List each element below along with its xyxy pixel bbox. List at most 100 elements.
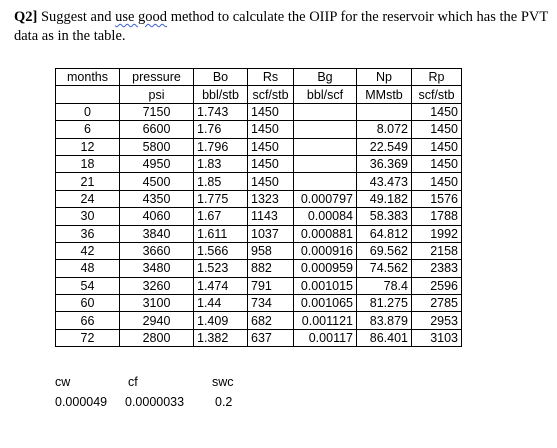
cell-pressure: 3660: [119, 241, 194, 261]
cell-bo: 1.743: [193, 102, 248, 122]
cell-rp: 1450: [411, 120, 462, 139]
cell-rs: 1450: [247, 120, 294, 139]
question-number: Q2]: [14, 9, 38, 25]
cell-bo: 1.382: [193, 328, 248, 348]
cell-rp: 1992: [411, 224, 462, 243]
question-text-part2: method to calculate the OIIP for the res…: [14, 9, 548, 44]
cell-rp: 1788: [411, 207, 462, 226]
cell-bo: 1.523: [193, 259, 248, 278]
cell-months: 6: [55, 120, 120, 139]
col-header-pressure: pressure: [119, 67, 194, 87]
cell-bo: 1.409: [193, 311, 248, 330]
cell-np: 8.072: [356, 120, 412, 139]
cell-bo: 1.775: [193, 189, 248, 209]
cell-bo: 1.566: [193, 241, 248, 261]
cell-months: 0: [55, 102, 120, 122]
cell-bo: 1.67: [193, 207, 248, 226]
unit-pressure: psi: [119, 85, 194, 104]
cell-rs: 1450: [247, 102, 294, 122]
col-header-rs: Rs: [247, 67, 294, 87]
cell-bg: 0.001121: [293, 311, 357, 330]
table-row: 60 3100 1.44 734 0.001065 81.275 2785: [55, 294, 462, 313]
cell-pressure: 3480: [119, 259, 194, 278]
cell-bg: [293, 172, 357, 191]
cell-np: 86.401: [356, 328, 412, 348]
cell-rp: 1450: [411, 172, 462, 191]
cell-bg: [293, 120, 357, 139]
cell-pressure: 7150: [119, 102, 194, 122]
cell-months: 66: [55, 311, 120, 330]
cell-months: 36: [55, 224, 120, 243]
cell-pressure: 4060: [119, 207, 194, 226]
value-swc: 0.2: [215, 395, 233, 409]
unit-rp: scf/stb: [411, 85, 462, 104]
unit-months: [55, 85, 120, 104]
cell-bo: 1.474: [193, 276, 248, 296]
unit-np: MMstb: [356, 85, 412, 104]
cell-bg: 0.000959: [293, 259, 357, 278]
cell-months: 24: [55, 189, 120, 209]
cell-bg: 0.000881: [293, 224, 357, 243]
cell-rs: 1323: [247, 189, 294, 209]
cell-pressure: 3260: [119, 276, 194, 296]
cell-np: 64.812: [356, 224, 412, 243]
cell-bg: [293, 154, 357, 174]
cell-months: 48: [55, 259, 120, 278]
cell-bg: [293, 102, 357, 122]
cell-np: 83.879: [356, 311, 412, 330]
cell-pressure: 6600: [119, 120, 194, 139]
label-cf: cf: [128, 375, 138, 389]
table-row: 0 7150 1.743 1450 1450: [55, 102, 462, 122]
col-header-months: months: [55, 67, 120, 87]
question-text-part1: Suggest and: [37, 9, 116, 25]
cell-rs: 1143: [247, 207, 294, 226]
cell-rs: 1450: [247, 137, 294, 156]
table-row: 18 4950 1.83 1450 36.369 1450: [55, 154, 462, 174]
cell-months: 12: [55, 137, 120, 156]
cell-bg: 0.000797: [293, 189, 357, 209]
cell-bg: 0.001015: [293, 276, 357, 296]
table-row: 66 2940 1.409 682 0.001121 83.879 2953: [55, 311, 462, 330]
pvt-data-table: months pressure Bo Rs Bg Np Rp psi bbl/s…: [55, 67, 462, 348]
cell-np: 36.369: [356, 154, 412, 174]
cell-rp: 2158: [411, 241, 462, 261]
label-swc: swc: [212, 375, 234, 389]
table-row: 42 3660 1.566 958 0.000916 69.562 2158: [55, 241, 462, 261]
cell-rp: 1450: [411, 102, 462, 122]
col-header-np: Np: [356, 67, 412, 87]
cell-np: 69.562: [356, 241, 412, 261]
table-row: 36 3840 1.611 1037 0.000881 64.812 1992: [55, 224, 462, 243]
cell-np: 78.4: [356, 276, 412, 296]
cell-months: 42: [55, 241, 120, 261]
cell-rp: 2953: [411, 311, 462, 330]
cell-rp: 2785: [411, 294, 462, 313]
table-row: 48 3480 1.523 882 0.000959 74.562 2383: [55, 259, 462, 278]
header-row-units: psi bbl/stb scf/stb bbl/scf MMstb scf/st…: [55, 85, 462, 104]
col-header-rp: Rp: [411, 67, 462, 87]
cell-np: 81.275: [356, 294, 412, 313]
cell-rp: 2596: [411, 276, 462, 296]
value-cf: 0.0000033: [125, 395, 185, 409]
cell-pressure: 3100: [119, 294, 194, 313]
col-header-bg: Bg: [293, 67, 357, 87]
header-row-names: months pressure Bo Rs Bg Np Rp: [55, 67, 462, 87]
cell-rp: 1450: [411, 137, 462, 156]
cell-months: 21: [55, 172, 120, 191]
cell-bg: [293, 137, 357, 156]
unit-rs: scf/stb: [247, 85, 294, 104]
label-cw: cw: [55, 375, 71, 389]
cell-bg: 0.00117: [293, 328, 357, 348]
cell-rs: 791: [247, 276, 294, 296]
cell-pressure: 4950: [119, 154, 194, 174]
table-row: 6 6600 1.76 1450 8.072 1450: [55, 120, 462, 139]
cell-bo: 1.83: [193, 154, 248, 174]
cell-bg: 0.001065: [293, 294, 357, 313]
cell-pressure: 4500: [119, 172, 194, 191]
table-row: 24 4350 1.775 1323 0.000797 49.182 1576: [55, 189, 462, 209]
table-row: 12 5800 1.796 1450 22.549 1450: [55, 137, 462, 156]
cell-rp: 3103: [411, 328, 462, 348]
cell-bg: 0.000916: [293, 241, 357, 261]
cell-pressure: 4350: [119, 189, 194, 209]
cell-bo: 1.611: [193, 224, 248, 243]
cell-rp: 2383: [411, 259, 462, 278]
